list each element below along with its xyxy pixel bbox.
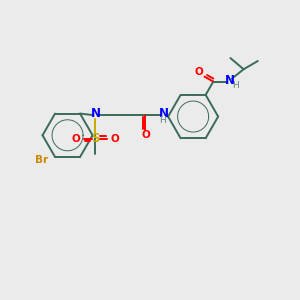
Text: N: N: [159, 107, 169, 120]
Text: O: O: [195, 67, 203, 77]
Text: N: N: [90, 107, 100, 120]
Text: N: N: [224, 74, 235, 87]
Text: O: O: [110, 134, 119, 144]
Text: H: H: [232, 81, 239, 90]
Text: O: O: [72, 134, 80, 144]
Text: H: H: [159, 116, 166, 125]
Text: Br: Br: [35, 155, 48, 165]
Text: O: O: [141, 130, 150, 140]
Text: S: S: [91, 132, 100, 145]
